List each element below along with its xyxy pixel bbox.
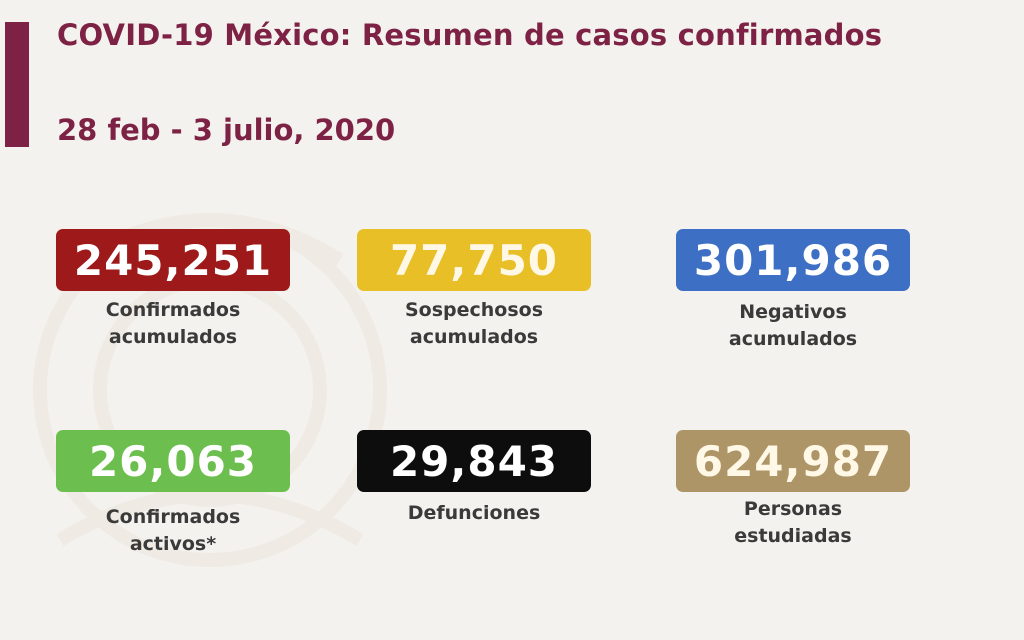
stat-label-sospechosos: Sospechosos acumulados bbox=[357, 297, 591, 351]
stat-card-negativos: 301,986 Negativos acumulados bbox=[676, 229, 910, 353]
coat-of-arms-watermark bbox=[33, 213, 387, 567]
page-title: COVID-19 México: Resumen de casos confir… bbox=[57, 18, 883, 52]
stat-card-sospechosos: 77,750 Sospechosos acumulados bbox=[357, 229, 591, 351]
stat-label-negativos: Negativos acumulados bbox=[676, 299, 910, 353]
stat-value-estudiadas: 624,987 bbox=[676, 430, 910, 492]
stat-label-line: activos* bbox=[129, 533, 217, 555]
header-accent-bar bbox=[5, 22, 29, 147]
stat-label-line: acumulados bbox=[409, 326, 539, 348]
stat-value-sospechosos: 77,750 bbox=[357, 229, 591, 291]
stat-label-line: Confirmados bbox=[105, 506, 241, 528]
stat-label-estudiadas: Personas estudiadas bbox=[676, 496, 910, 550]
stat-value-activos: 26,063 bbox=[56, 430, 290, 492]
stat-card-activos: 26,063 Confirmados activos* bbox=[56, 430, 290, 558]
stat-label-line: estudiadas bbox=[734, 525, 852, 547]
stat-value-confirmados: 245,251 bbox=[56, 229, 290, 291]
stat-card-defunciones: 29,843 Defunciones bbox=[357, 430, 591, 527]
stat-value-defunciones: 29,843 bbox=[357, 430, 591, 492]
stat-card-confirmados: 245,251 Confirmados acumulados bbox=[56, 229, 290, 351]
stat-label-line: acumulados bbox=[108, 326, 238, 348]
stat-label-defunciones: Defunciones bbox=[357, 500, 591, 527]
stat-card-estudiadas: 624,987 Personas estudiadas bbox=[676, 430, 910, 550]
stat-label-activos: Confirmados activos* bbox=[56, 504, 290, 558]
stat-label-line: Confirmados bbox=[105, 299, 241, 321]
date-range: 28 feb - 3 julio, 2020 bbox=[57, 113, 396, 147]
stat-label-line: acumulados bbox=[728, 328, 858, 350]
stat-label-line: Defunciones bbox=[407, 502, 541, 524]
stat-label-line: Sospechosos bbox=[404, 299, 544, 321]
stat-label-confirmados: Confirmados acumulados bbox=[56, 297, 290, 351]
stat-label-line: Negativos bbox=[739, 301, 847, 323]
stat-value-negativos: 301,986 bbox=[676, 229, 910, 291]
stat-label-line: Personas bbox=[743, 498, 843, 520]
